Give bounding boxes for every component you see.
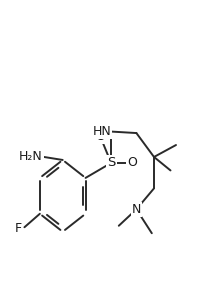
Text: HN: HN <box>92 125 111 138</box>
Text: O: O <box>95 129 105 143</box>
Text: F: F <box>15 222 22 235</box>
Text: N: N <box>132 203 141 216</box>
Text: H₂N: H₂N <box>19 150 43 164</box>
Text: O: O <box>127 156 137 170</box>
Text: S: S <box>107 156 115 170</box>
